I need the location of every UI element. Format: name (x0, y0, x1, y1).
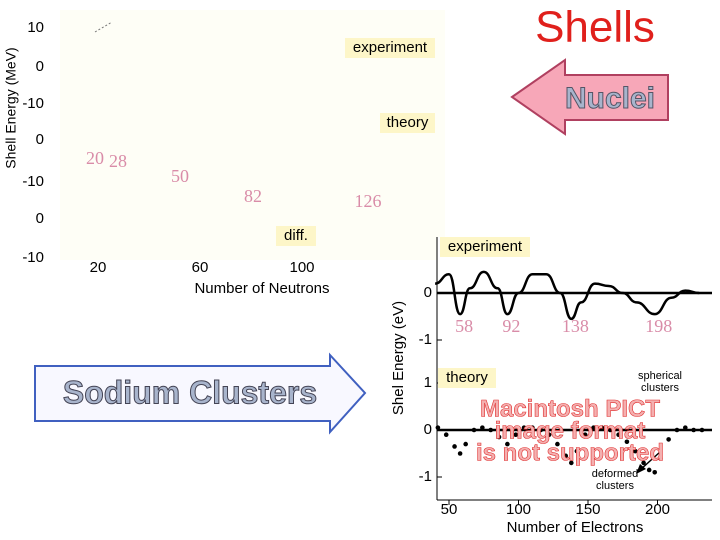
y-tick-label: 0 (36, 131, 44, 148)
annotation: spherical (638, 370, 682, 382)
theory-point (632, 448, 638, 454)
y-tick-label: -1 (419, 468, 432, 485)
pict-placeholder: image format (495, 417, 646, 444)
curve-fragment (94, 21, 113, 33)
theory-point (616, 432, 621, 438)
nuclear-y-label: Shell Energy (MeV) (3, 47, 19, 168)
y-tick-label: 0 (424, 421, 432, 438)
clusters-label: Sodium Clusters (63, 374, 317, 410)
theory-point (652, 470, 658, 475)
x-tick-label: 60 (192, 259, 209, 276)
y-tick-label: 0 (36, 58, 44, 75)
x-tick-label: 20 (90, 259, 107, 276)
theory-point (607, 427, 613, 433)
panel-label: experiment (448, 238, 523, 255)
theory-point (582, 432, 588, 438)
panel-label: theory (446, 369, 488, 386)
theory-point (657, 455, 663, 461)
theory-point (496, 434, 502, 440)
theory-point (641, 460, 646, 466)
x-tick-label: 100 (289, 259, 314, 276)
x-tick-label: 50 (441, 501, 458, 518)
y-tick-label: 0 (424, 284, 432, 301)
magic-number: 92 (502, 316, 520, 336)
title: Shells (535, 3, 655, 52)
y-tick-label: -10 (22, 173, 44, 190)
theory-point (452, 444, 457, 449)
panel-label: experiment (353, 39, 428, 56)
x-tick-label: 150 (575, 501, 600, 518)
theory-point (513, 432, 519, 438)
theory-point (591, 425, 596, 430)
panel-label: diff. (284, 227, 308, 244)
nuclear-x-label: Number of Neutrons (194, 280, 329, 297)
theory-point (674, 427, 680, 433)
theory-point (624, 439, 630, 445)
arrow-head (636, 464, 646, 474)
x-tick-label: 200 (645, 501, 670, 518)
theory-point (480, 425, 485, 430)
theory-point (435, 425, 441, 430)
theory-point (443, 432, 449, 438)
theory-point (699, 427, 705, 433)
theory-point (599, 425, 605, 430)
panel-label: theory (387, 114, 429, 131)
theory-point (463, 441, 468, 447)
annotation: deformed (592, 468, 638, 480)
theory-point (683, 425, 688, 430)
theory-point (574, 448, 580, 454)
theory-point (538, 427, 544, 433)
y-tick-label: 10 (27, 19, 44, 36)
clusters-arrow (34, 352, 367, 435)
magic-number: 126 (355, 191, 382, 211)
magic-number: 138 (562, 316, 589, 336)
nuclei-label: Nuclei (565, 82, 655, 115)
pict-placeholder: is not supported (476, 439, 664, 466)
theory-point (521, 425, 527, 430)
theory-point (457, 451, 463, 456)
magic-number: 28 (109, 151, 127, 171)
theory-point (691, 427, 696, 433)
theory-point (488, 427, 494, 433)
theory-point (530, 425, 535, 430)
annotation: clusters (596, 480, 634, 492)
y-tick-label: 0 (36, 210, 44, 227)
theory-point (471, 427, 477, 433)
y-tick-label: 1 (424, 374, 432, 391)
y-tick-label: -1 (419, 331, 432, 348)
theory-point (646, 467, 652, 473)
magic-number: 198 (645, 316, 672, 336)
theory-point (505, 441, 510, 447)
pict-placeholder: Macintosh PICT (480, 395, 660, 422)
theory-point (666, 437, 671, 442)
label-box (380, 113, 435, 133)
magic-number: 58 (455, 316, 473, 336)
magic-number: 50 (171, 166, 189, 186)
annotation: clusters (641, 382, 679, 394)
theory-point (569, 460, 574, 466)
experiment-curve (434, 270, 700, 321)
magic-number: 20 (86, 148, 104, 168)
theory-point (546, 432, 552, 438)
cluster-y-label: Shel Energy (eV) (390, 301, 407, 415)
nuclei-arrow (510, 58, 669, 136)
label-box (438, 368, 496, 388)
label-box (440, 237, 530, 257)
theory-point (563, 453, 569, 459)
cluster-x-label: Number of Electrons (507, 519, 644, 536)
label-box (276, 226, 316, 246)
magic-number: 82 (244, 186, 262, 206)
x-tick-label: 100 (506, 501, 531, 518)
y-tick-label: -10 (22, 249, 44, 266)
theory-point (555, 441, 560, 447)
y-tick-label: -10 (22, 95, 44, 112)
label-box (345, 38, 435, 58)
